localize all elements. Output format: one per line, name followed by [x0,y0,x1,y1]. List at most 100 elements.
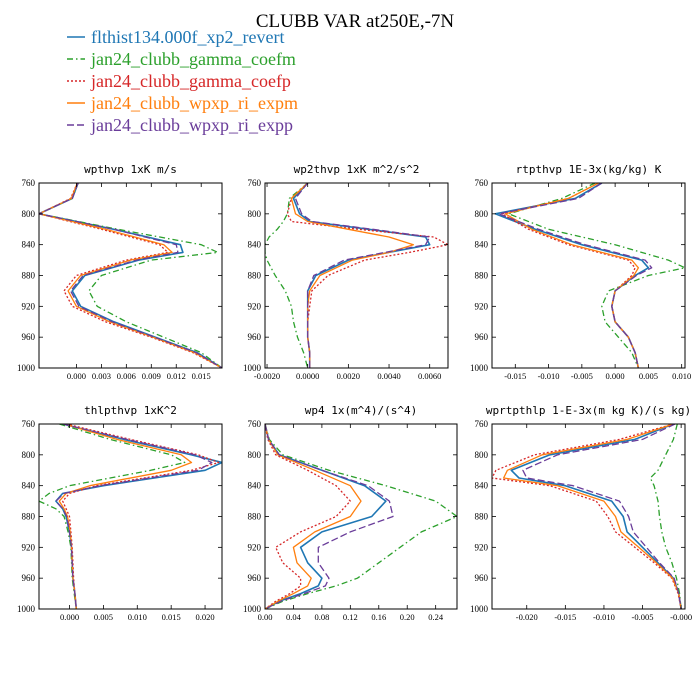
x-tick-label: 0.0040 [377,371,400,381]
y-tick-label: 760 [248,178,262,188]
y-tick-label: 840 [22,481,36,491]
y-tick-label: 800 [22,209,36,219]
series-line [492,424,682,609]
x-tick-label: 0.0060 [418,371,441,381]
panel-title: thlpthvp 1xK^2 [84,404,177,417]
plot-frame [491,182,686,369]
panel-title: rtpthvp 1E-3x(kg/kg) K [516,163,662,176]
x-tick-label: -0.010 [538,371,560,381]
series-line [501,183,640,368]
y-tick-label: 880 [22,512,36,522]
figure-title: CLUBB VAR at250E,-7N [256,11,455,32]
series-group [494,183,685,368]
legend-label: jan24_clubb_gamma_coefm [90,49,296,69]
series-line [39,183,222,368]
series-line [265,424,394,609]
x-tick-label: 0.010 [128,612,147,622]
y-tick-label: 1000 [243,604,262,614]
y-tick-label: 800 [248,209,262,219]
x-tick-label: 0.24 [428,612,444,622]
x-tick-label: 0.005 [639,371,658,381]
series-group [39,183,222,368]
x-tick-label: 0.000 [606,371,625,381]
series-group [39,424,222,609]
chart-panel-5: wp4 1x(m^4)/(s^4)76080084088092096010000… [243,404,458,622]
y-tick-label: 880 [475,271,489,281]
series-line [55,424,222,609]
chart-panel-1: wpthvp 1xK m/s 760 800 840 880 920 960 1000 0.00… [17,163,223,381]
series-line [522,424,682,609]
series-line [290,183,415,368]
plot-frame [264,423,458,610]
x-tick-label: 0.04 [286,612,302,622]
y-tick-label: 1000 [243,363,262,373]
x-tick-label: 0.020 [195,612,214,622]
y-tick-label: 1000 [470,363,489,373]
y-tick-label: 840 [248,240,262,250]
y-tick-label: 880 [475,512,489,522]
y-tick-label: 960 [475,332,489,342]
x-tick-label: -0.005 [571,371,593,381]
series-group [492,424,682,609]
y-tick-label: 1000 [17,604,36,614]
series-line [504,183,640,368]
series-line [498,183,653,368]
y-tick-label: 880 [248,271,262,281]
x-tick-label: 0.00 [258,612,273,622]
series-line [649,424,682,609]
y-tick-label: 960 [22,573,36,583]
series-line [502,424,682,609]
series-line [265,183,309,368]
y-tick-label: 880 [22,271,36,281]
x-tick-label: 0.015 [192,371,211,381]
x-tick-label: -0.000 [670,612,692,622]
series-line [510,424,682,609]
plot-frame [264,182,449,369]
x-tick-label: 0.000 [67,371,86,381]
x-tick-label: -0.010 [593,612,615,622]
y-tick-label: 840 [22,240,36,250]
plot-frame [38,182,223,369]
y-tick-label: 920 [22,301,36,311]
y-tick-label: 1000 [470,604,489,614]
series-group [265,183,448,368]
series-line [507,183,685,368]
y-tick-label: 800 [22,450,36,460]
x-tick-label: 0.015 [162,612,181,622]
x-tick-label: 0.003 [92,371,111,381]
panel-title: wp2thvp 1xK m^2/s^2 [294,163,420,176]
series-line [286,183,448,368]
chart-panel-2: wp2thvp 1xK m^2/s^2 760 800 840 880 920 960 100… [243,163,449,381]
x-tick-label: -0.015 [554,612,576,622]
panel-title: wp4 1x(m^4)/(s^4) [305,404,418,417]
legend-entry: jan24_clubb_wpxp_ri_expp [67,115,293,135]
x-tick-label: 0.012 [167,371,186,381]
series-line [265,424,351,609]
y-tick-label: 960 [22,332,36,342]
y-tick-label: 960 [475,573,489,583]
x-tick-label: -0.0020 [254,371,280,381]
x-tick-label: 0.0000 [296,371,319,381]
x-tick-label: -0.020 [516,612,538,622]
series-line [265,424,457,609]
y-tick-label: 920 [22,542,36,552]
y-tick-label: 920 [475,542,489,552]
x-tick-label: 0.009 [142,371,161,381]
legend-label: jan24_clubb_wpxp_ri_expp [90,115,293,135]
legend-entry: jan24_clubb_wpxp_ri_expm [67,93,298,113]
x-tick-label: 0.010 [672,371,691,381]
series-line [294,183,431,368]
x-tick-label: 0.08 [314,612,329,622]
plot-frame [491,423,686,610]
legend-entry: flthist134.000f_xp2_revert [67,27,284,47]
panel-grid: wpthvp 1xK m/s76080084088092096010000.00… [17,163,692,622]
chart-panel-6: wprtpthlp 1-E-3x(m kg K)/(s kg) 760 800 840… [470,404,692,622]
y-tick-label: 920 [248,542,262,552]
x-tick-label: -0.015 [504,371,526,381]
legend: flthist134.000f_xp2_revertjan24_clubb_ga… [67,27,298,135]
y-tick-label: 1000 [17,363,36,373]
y-tick-label: 760 [22,419,36,429]
y-tick-label: 960 [248,332,262,342]
x-tick-label: 0.16 [371,612,386,622]
